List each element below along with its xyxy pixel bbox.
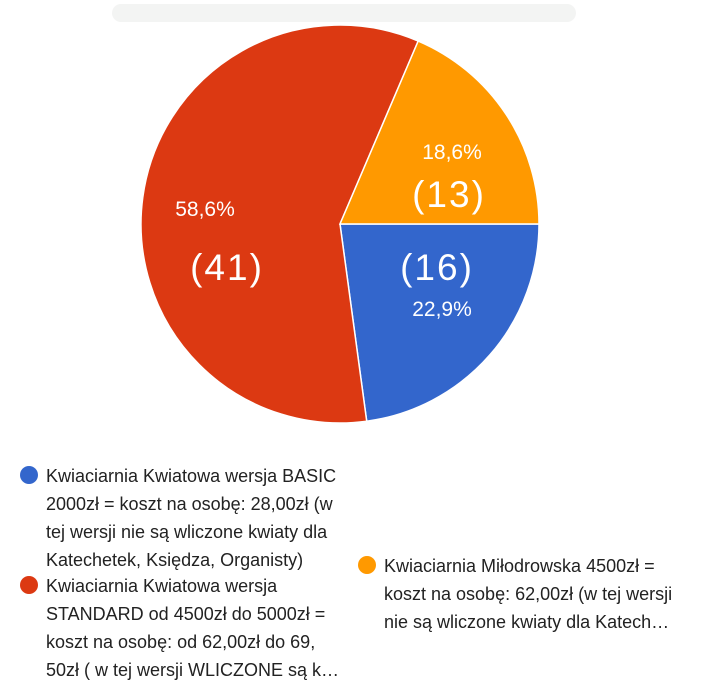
title-placeholder-bar [112, 4, 576, 22]
pie-slice[interactable] [339, 223, 540, 423]
legend-item-standard[interactable]: Kwiaciarnia Kwiatowa wersja STANDARD od … [20, 572, 360, 684]
slice-percent-label: 18,6% [422, 141, 482, 164]
legend-label: Kwiaciarnia Kwiatowa wersja STANDARD od … [46, 576, 340, 680]
legend-item-milodrowska[interactable]: Kwiaciarnia Miłodrowska 4500zł = koszt n… [358, 552, 698, 636]
slice-percent-label: 22,9% [412, 298, 472, 321]
slice-count-label: (41) [190, 247, 264, 288]
slice-percent-label: 58,6% [175, 198, 235, 221]
slice-count-label: (13) [412, 174, 486, 215]
legend-dot-icon [20, 466, 38, 484]
pie-slice[interactable] [338, 40, 540, 225]
slice-count-label: (16) [400, 247, 474, 288]
legend-dot-icon [358, 556, 376, 574]
legend-item-basic[interactable]: Kwiaciarnia Kwiatowa wersja BASIC 2000zł… [20, 462, 360, 574]
legend-label: Kwiaciarnia Kwiatowa wersja BASIC 2000zł… [46, 466, 337, 570]
legend-dot-icon [20, 576, 38, 594]
pie-chart: 22,9% (16) 58,6% (41) 18,6% (13) [140, 24, 540, 424]
pie-slice[interactable] [140, 24, 420, 424]
legend-label: Kwiaciarnia Miłodrowska 4500zł = koszt n… [384, 556, 673, 632]
